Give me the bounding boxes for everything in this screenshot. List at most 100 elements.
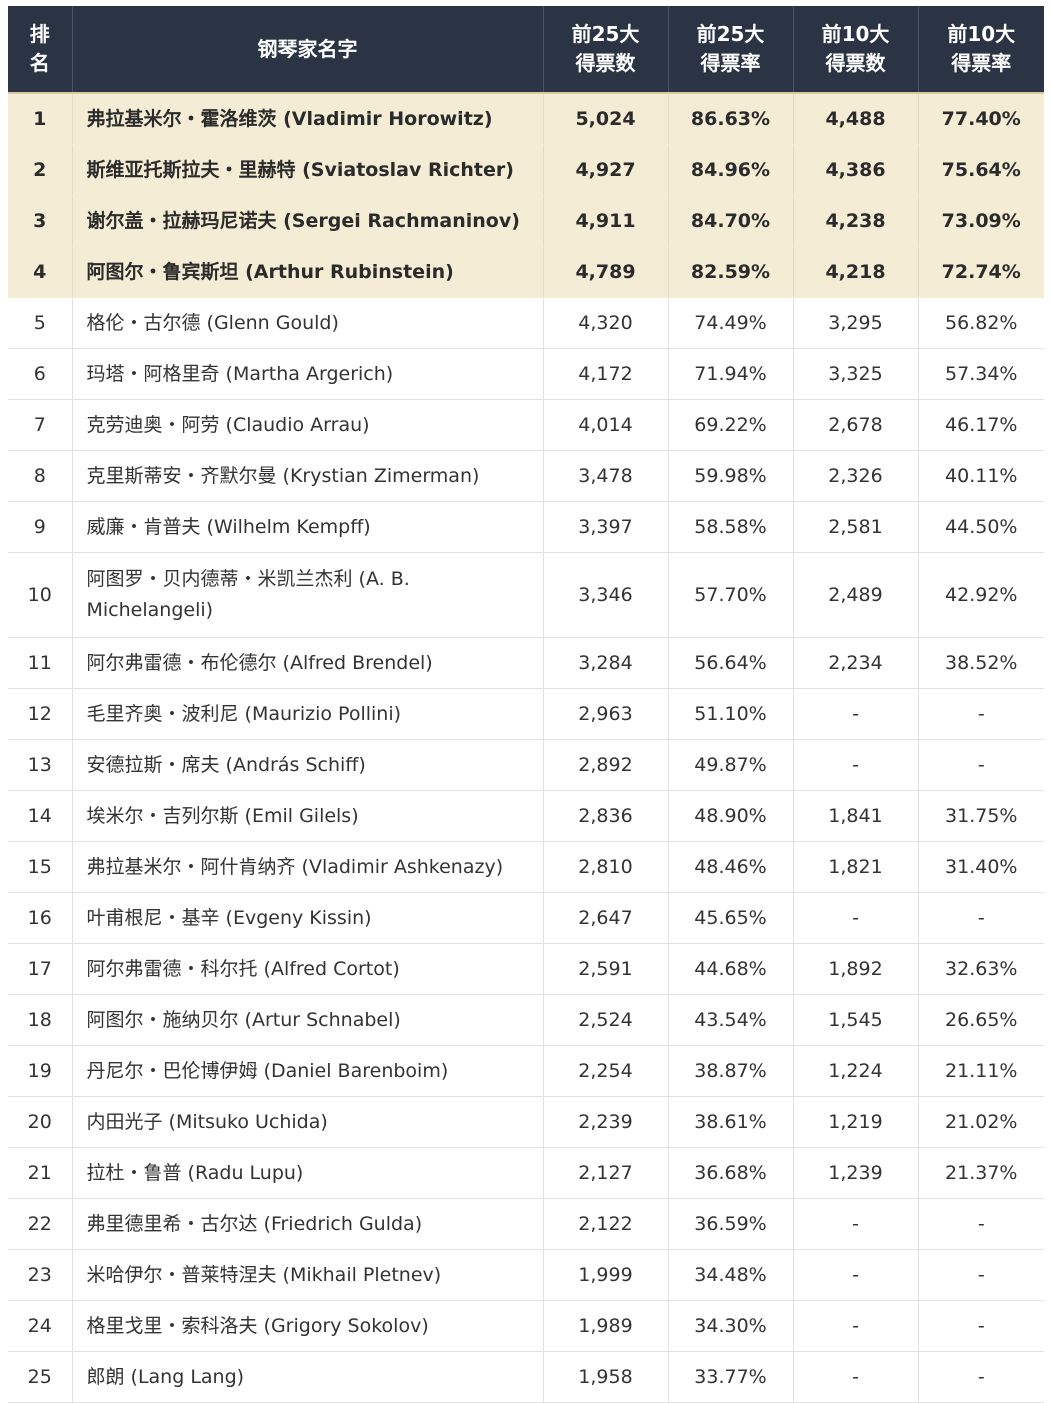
- top10-votes-cell: 2,581: [793, 501, 919, 553]
- name-cell: 弗里德里希・古尔达 (Friedrich Gulda): [72, 1198, 544, 1250]
- top10-votes-cell: -: [793, 688, 919, 740]
- top10-votes-cell: 4,218: [793, 246, 919, 298]
- header-name: 钢琴家名字: [72, 6, 544, 93]
- header-top25-votes: 前25大 得票数: [543, 6, 669, 93]
- rank-cell: 23: [8, 1249, 73, 1301]
- top25-votes-cell: 2,591: [543, 943, 669, 995]
- table-row: 19 丹尼尔・巴伦博伊姆 (Daniel Barenboim) 2,254 38.87…: [8, 1045, 1044, 1097]
- top10-votes-cell: 1,821: [793, 841, 919, 893]
- top10-rate-cell: 26.65%: [918, 994, 1044, 1046]
- top25-rate-cell: 84.96%: [668, 144, 794, 196]
- top25-rate-cell: 36.68%: [668, 1147, 794, 1199]
- top10-votes-cell: -: [793, 1351, 919, 1403]
- top10-votes-cell: 4,238: [793, 195, 919, 247]
- top10-rate-cell: 21.02%: [918, 1096, 1044, 1148]
- name-cell: 阿图尔・鲁宾斯坦 (Arthur Rubinstein): [72, 246, 544, 298]
- top10-rate-cell: 73.09%: [918, 195, 1044, 247]
- rank-cell: 8: [8, 450, 73, 502]
- top10-votes-cell: 3,295: [793, 297, 919, 349]
- name-cell: 阿图尔・施纳贝尔 (Artur Schnabel): [72, 994, 544, 1046]
- rank-cell: 17: [8, 943, 73, 995]
- top10-votes-cell: 2,326: [793, 450, 919, 502]
- name-cell: 弗拉基米尔・阿什肯纳齐 (Vladimir Ashkenazy): [72, 841, 544, 893]
- top10-rate-cell: 31.40%: [918, 841, 1044, 893]
- top25-rate-cell: 38.87%: [668, 1045, 794, 1097]
- top25-votes-cell: 3,397: [543, 501, 669, 553]
- top10-votes-cell: -: [793, 1249, 919, 1301]
- name-cell: 阿图罗・贝内德蒂・米凯兰杰利 (A. B. Michelangeli): [72, 552, 544, 638]
- table-row: 25 郎朗 (Lang Lang) 1,958 33.77% - -: [8, 1351, 1044, 1403]
- top25-votes-cell: 1,989: [543, 1300, 669, 1352]
- table-row: 4 阿图尔・鲁宾斯坦 (Arthur Rubinstein) 4,789 82.59%…: [8, 246, 1044, 298]
- top10-votes-cell: 2,234: [793, 637, 919, 689]
- top25-rate-cell: 82.59%: [668, 246, 794, 298]
- top10-votes-cell: 3,325: [793, 348, 919, 400]
- top25-rate-cell: 48.46%: [668, 841, 794, 893]
- rank-cell: 19: [8, 1045, 73, 1097]
- top25-votes-cell: 3,284: [543, 637, 669, 689]
- rank-cell: 15: [8, 841, 73, 893]
- rank-cell: 2: [8, 144, 73, 196]
- rank-cell: 25: [8, 1351, 73, 1403]
- name-cell: 毛里齐奥・波利尼 (Maurizio Pollini): [72, 688, 544, 740]
- top25-rate-cell: 33.77%: [668, 1351, 794, 1403]
- top25-votes-cell: 4,172: [543, 348, 669, 400]
- top25-rate-cell: 38.61%: [668, 1096, 794, 1148]
- top10-rate-cell: -: [918, 1300, 1044, 1352]
- top10-votes-cell: 4,386: [793, 144, 919, 196]
- name-cell: 斯维亚托斯拉夫・里赫特 (Sviatoslav Richter): [72, 144, 544, 196]
- rank-cell: 22: [8, 1198, 73, 1250]
- name-cell: 克劳迪奥・阿劳 (Claudio Arrau): [72, 399, 544, 451]
- top10-rate-cell: 46.17%: [918, 399, 1044, 451]
- top10-votes-cell: -: [793, 1300, 919, 1352]
- rank-cell: 4: [8, 246, 73, 298]
- pianist-ranking-table: 排名 钢琴家名字 前25大 得票数 前25大 得票率 前10大 得票数 前10大 得票率…: [8, 6, 1044, 1403]
- table-row: 16 叶甫根尼・基辛 (Evgeny Kissin) 2,647 45.65% - -: [8, 892, 1044, 944]
- header-top10-rate: 前10大 得票率: [918, 6, 1044, 93]
- rank-cell: 9: [8, 501, 73, 553]
- top10-rate-cell: 56.82%: [918, 297, 1044, 349]
- table-row: 1 弗拉基米尔・霍洛维茨 (Vladimir Horowitz) 5,024 86.6…: [8, 92, 1044, 145]
- table-row: 17 阿尔弗雷德・科尔托 (Alfred Cortot) 2,591 44.68% 1,…: [8, 943, 1044, 995]
- name-cell: 米哈伊尔・普莱特涅夫 (Mikhail Pletnev): [72, 1249, 544, 1301]
- top10-rate-cell: 77.40%: [918, 92, 1044, 145]
- name-cell: 安德拉斯・席夫 (András Schiff): [72, 739, 544, 791]
- rank-cell: 24: [8, 1300, 73, 1352]
- top10-rate-cell: -: [918, 739, 1044, 791]
- table-row: 21 拉杜・鲁普 (Radu Lupu) 2,127 36.68% 1,239 21.37…: [8, 1147, 1044, 1199]
- top25-rate-cell: 51.10%: [668, 688, 794, 740]
- table-row: 18 阿图尔・施纳贝尔 (Artur Schnabel) 2,524 43.54% 1,…: [8, 994, 1044, 1046]
- top25-votes-cell: 4,927: [543, 144, 669, 196]
- top25-rate-cell: 43.54%: [668, 994, 794, 1046]
- rank-cell: 10: [8, 552, 73, 638]
- rank-cell: 5: [8, 297, 73, 349]
- top25-votes-cell: 2,647: [543, 892, 669, 944]
- name-cell: 阿尔弗雷德・布伦德尔 (Alfred Brendel): [72, 637, 544, 689]
- top10-rate-cell: -: [918, 688, 1044, 740]
- top10-rate-cell: 21.37%: [918, 1147, 1044, 1199]
- top25-rate-cell: 86.63%: [668, 92, 794, 145]
- name-cell: 内田光子 (Mitsuko Uchida): [72, 1096, 544, 1148]
- top25-rate-cell: 34.48%: [668, 1249, 794, 1301]
- rank-cell: 7: [8, 399, 73, 451]
- name-cell: 玛塔・阿格里奇 (Martha Argerich): [72, 348, 544, 400]
- top10-rate-cell: -: [918, 892, 1044, 944]
- table-row: 7 克劳迪奥・阿劳 (Claudio Arrau) 4,014 69.22% 2,678…: [8, 399, 1044, 451]
- table-row: 6 玛塔・阿格里奇 (Martha Argerich) 4,172 71.94% 3,3…: [8, 348, 1044, 400]
- top10-rate-cell: 21.11%: [918, 1045, 1044, 1097]
- top10-rate-cell: 38.52%: [918, 637, 1044, 689]
- top25-votes-cell: 2,524: [543, 994, 669, 1046]
- rank-cell: 14: [8, 790, 73, 842]
- top10-rate-cell: 31.75%: [918, 790, 1044, 842]
- top25-votes-cell: 3,346: [543, 552, 669, 638]
- top10-votes-cell: 1,219: [793, 1096, 919, 1148]
- top25-votes-cell: 2,239: [543, 1096, 669, 1148]
- table-row: 20 内田光子 (Mitsuko Uchida) 2,239 38.61% 1,219 2…: [8, 1096, 1044, 1148]
- top10-rate-cell: 75.64%: [918, 144, 1044, 196]
- top25-rate-cell: 71.94%: [668, 348, 794, 400]
- top25-votes-cell: 2,127: [543, 1147, 669, 1199]
- table-row: 23 米哈伊尔・普莱特涅夫 (Mikhail Pletnev) 1,999 34.48…: [8, 1249, 1044, 1301]
- top10-rate-cell: 40.11%: [918, 450, 1044, 502]
- header-top25-rate: 前25大 得票率: [668, 6, 794, 93]
- top25-votes-cell: 2,892: [543, 739, 669, 791]
